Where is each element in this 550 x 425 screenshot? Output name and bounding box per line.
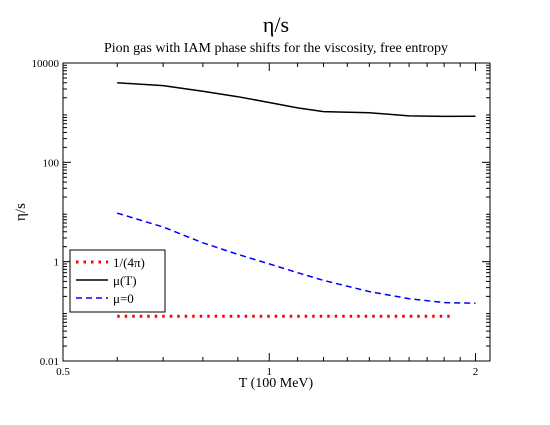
y-axis-label: η/s (13, 203, 29, 221)
legend: 1/(4π) μ(T) μ=0 (69, 249, 166, 313)
legend-label-2: μ=0 (113, 291, 134, 306)
y-tick-label: 0.01 (40, 356, 59, 368)
legend-label-1: μ(T) (113, 273, 137, 288)
x-tick-label: 0.5 (56, 366, 70, 378)
series-line-1 (117, 82, 476, 118)
chart-subtitle: Pion gas with IAM phase shifts for the v… (104, 41, 448, 56)
legend-label-0: 1/(4π) (113, 255, 145, 270)
series-layer (116, 82, 476, 318)
x-tick-label: 2 (473, 366, 479, 378)
axes: 0.01 1 100 10000 0.5 1 2 (32, 58, 491, 378)
y-tick-label: 100 (43, 157, 60, 169)
legend-box (69, 249, 166, 313)
chart-title: η/s (263, 12, 289, 37)
series-line-2 (116, 212, 476, 305)
x-axis-label: T (100 MeV) (239, 376, 314, 391)
x-tick-label: 1 (266, 366, 272, 378)
y-tick-label: 10000 (32, 58, 60, 70)
y-tick-label: 1 (54, 257, 60, 269)
plot-frame (62, 62, 491, 362)
